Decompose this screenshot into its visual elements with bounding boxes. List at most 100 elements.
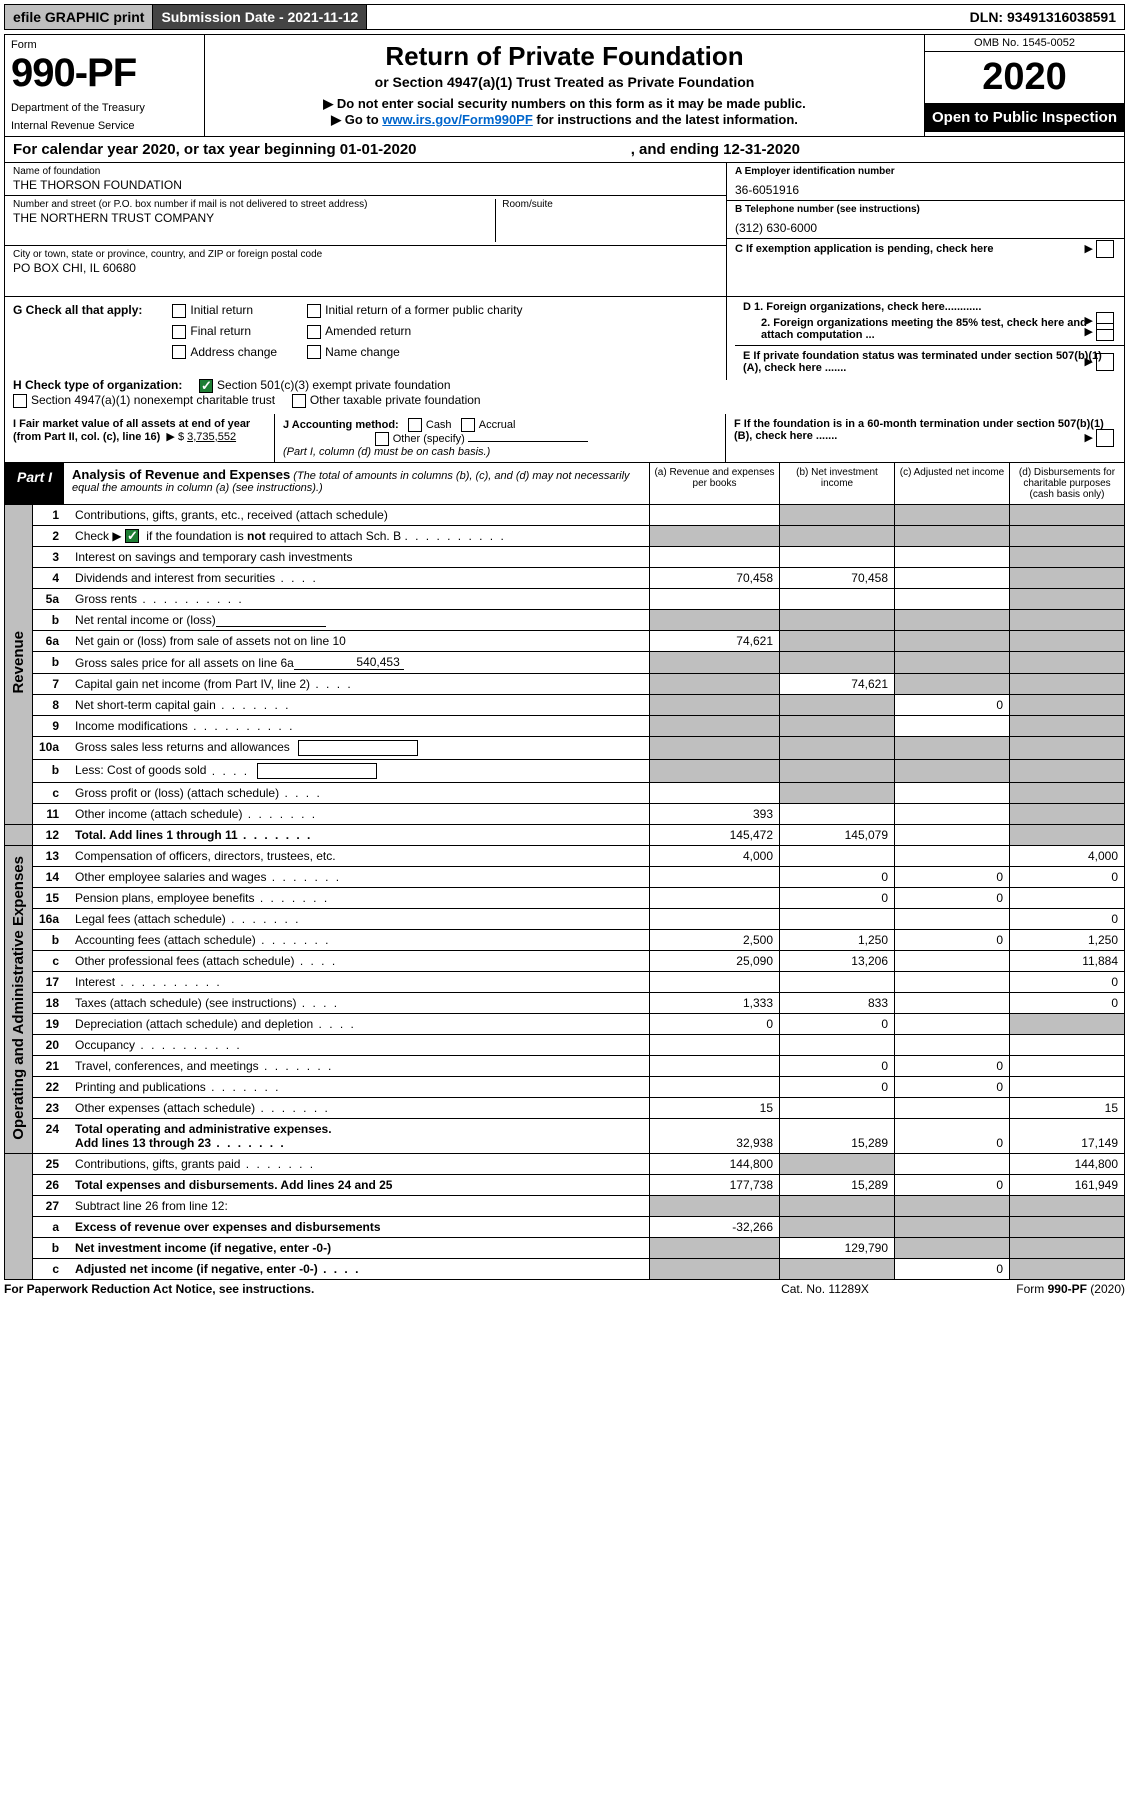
- form-title: Return of Private Foundation: [211, 41, 918, 72]
- checkbox-c[interactable]: [1096, 240, 1114, 258]
- checkbox-initial-former[interactable]: [307, 304, 321, 318]
- phone-value: (312) 630-6000: [735, 221, 1116, 235]
- dln: DLN: 93491316038591: [962, 5, 1124, 29]
- cell-c: 0: [895, 1077, 1010, 1098]
- cell-b: [780, 783, 895, 804]
- checkbox-initial-return[interactable]: [172, 304, 186, 318]
- cell-d: 161,949: [1010, 1175, 1125, 1196]
- cell-b: [780, 589, 895, 610]
- cell-c: 0: [895, 695, 1010, 716]
- checkbox-sch-b[interactable]: [125, 529, 139, 543]
- table-row: 9 Income modifications: [5, 716, 1125, 737]
- rownum: 4: [33, 568, 70, 589]
- row-h-left: H Check type of organization: Section 50…: [13, 378, 696, 408]
- row-desc: Gross sales price for all assets on line…: [69, 652, 649, 674]
- checkbox-cash[interactable]: [408, 418, 422, 432]
- checkbox-other-method[interactable]: [375, 432, 389, 446]
- rownum: b: [33, 930, 70, 951]
- table-row: b Accounting fees (attach schedule) 2,50…: [5, 930, 1125, 951]
- cell-b: [780, 1154, 895, 1175]
- checkbox-other-taxable[interactable]: [292, 394, 306, 408]
- table-row: 26 Total expenses and disbursements. Add…: [5, 1175, 1125, 1196]
- phone-label: B Telephone number (see instructions): [735, 204, 1116, 215]
- checkbox-address-change[interactable]: [172, 345, 186, 359]
- rownum: b: [33, 760, 70, 783]
- cell-b: [780, 972, 895, 993]
- row-desc: Legal fees (attach schedule): [69, 909, 649, 930]
- rownum: c: [33, 1259, 70, 1280]
- g-final: Final return: [190, 324, 251, 338]
- g-name: Name change: [325, 345, 400, 359]
- rownum: 8: [33, 695, 70, 716]
- cell-c: [895, 846, 1010, 867]
- row-desc: Other expenses (attach schedule): [69, 1098, 649, 1119]
- cell-d: 17,149: [1010, 1119, 1125, 1154]
- cell-d: [1010, 547, 1125, 568]
- rownum: 10a: [33, 737, 70, 760]
- cell-a: 144,800: [650, 1154, 780, 1175]
- table-row: 20 Occupancy: [5, 1035, 1125, 1056]
- cell-d: [1010, 1196, 1125, 1217]
- cell-c: [895, 610, 1010, 631]
- table-row: 3 Interest on savings and temporary cash…: [5, 547, 1125, 568]
- checkbox-amended-return[interactable]: [307, 325, 321, 339]
- form-header: Form 990-PF Department of the Treasury I…: [4, 34, 1125, 137]
- cell-c: [895, 525, 1010, 547]
- dept-treasury: Department of the Treasury: [11, 102, 198, 114]
- g-final-wrap: Final return: [172, 324, 277, 339]
- table-row: 14 Other employee salaries and wages 0 0…: [5, 867, 1125, 888]
- part1-title-text: Analysis of Revenue and Expenses: [72, 467, 290, 482]
- cell-d: [1010, 1217, 1125, 1238]
- footer-left: For Paperwork Reduction Act Notice, see …: [4, 1282, 725, 1296]
- checkbox-accrual[interactable]: [461, 418, 475, 432]
- cell-d: 11,884: [1010, 951, 1125, 972]
- cell-d: [1010, 825, 1125, 846]
- checkbox-final-return[interactable]: [172, 325, 186, 339]
- row-desc: Net investment income (if negative, ente…: [69, 1238, 649, 1259]
- info-grid: Name of foundation THE THORSON FOUNDATIO…: [4, 163, 1125, 297]
- box-j: J Accounting method: Cash Accrual Other …: [275, 414, 726, 462]
- cell-c: [895, 505, 1010, 526]
- checkbox-4947[interactable]: [13, 394, 27, 408]
- address: THE NORTHERN TRUST COMPANY: [13, 211, 718, 225]
- open-to-public: Open to Public Inspection: [925, 103, 1124, 132]
- cell-d: 0: [1010, 972, 1125, 993]
- cell-b: [780, 909, 895, 930]
- g-initial-former-wrap: Initial return of a former public charit…: [307, 303, 522, 318]
- checkbox-d2[interactable]: [1096, 323, 1114, 341]
- cell-a: [650, 525, 780, 547]
- checkbox-name-change[interactable]: [307, 345, 321, 359]
- cell-b: [780, 547, 895, 568]
- dots-icon: [255, 1101, 330, 1115]
- cell-a: [650, 674, 780, 695]
- cell-b: [780, 695, 895, 716]
- dots-icon: [266, 870, 341, 884]
- cell-c: [895, 1035, 1010, 1056]
- cell-a: 4,000: [650, 846, 780, 867]
- box-e: E If private foundation status was termi…: [735, 346, 1124, 378]
- checkbox-501c3[interactable]: [199, 379, 213, 393]
- dots-icon: [279, 786, 322, 800]
- rownum: c: [33, 783, 70, 804]
- checkbox-f[interactable]: [1096, 429, 1114, 447]
- checkbox-e[interactable]: [1096, 353, 1114, 371]
- row-g: G Check all that apply: Initial return F…: [4, 297, 1125, 378]
- cell-c: [895, 674, 1010, 695]
- rownum: 16a: [33, 909, 70, 930]
- g-amended-wrap: Amended return: [307, 324, 522, 339]
- box-d: D 1. Foreign organizations, check here..…: [735, 297, 1124, 346]
- rownum: 7: [33, 674, 70, 695]
- box-f: F If the foundation is in a 60-month ter…: [726, 414, 1124, 462]
- efile-print-button[interactable]: efile GRAPHIC print: [5, 5, 153, 29]
- cell-d: 4,000: [1010, 846, 1125, 867]
- info-left: Name of foundation THE THORSON FOUNDATIO…: [5, 163, 726, 296]
- cell-c: [895, 1196, 1010, 1217]
- row-desc: Gross sales less returns and allowances: [69, 737, 649, 760]
- cell-a: [650, 783, 780, 804]
- sidebar-revenue: Revenue: [5, 505, 33, 825]
- form-link[interactable]: www.irs.gov/Form990PF: [382, 112, 533, 127]
- table-row: c Adjusted net income (if negative, ente…: [5, 1259, 1125, 1280]
- cell-d: [1010, 804, 1125, 825]
- box-d1-label: D 1. Foreign organizations, check here..…: [743, 301, 981, 313]
- row-g-right: D 1. Foreign organizations, check here..…: [726, 297, 1124, 378]
